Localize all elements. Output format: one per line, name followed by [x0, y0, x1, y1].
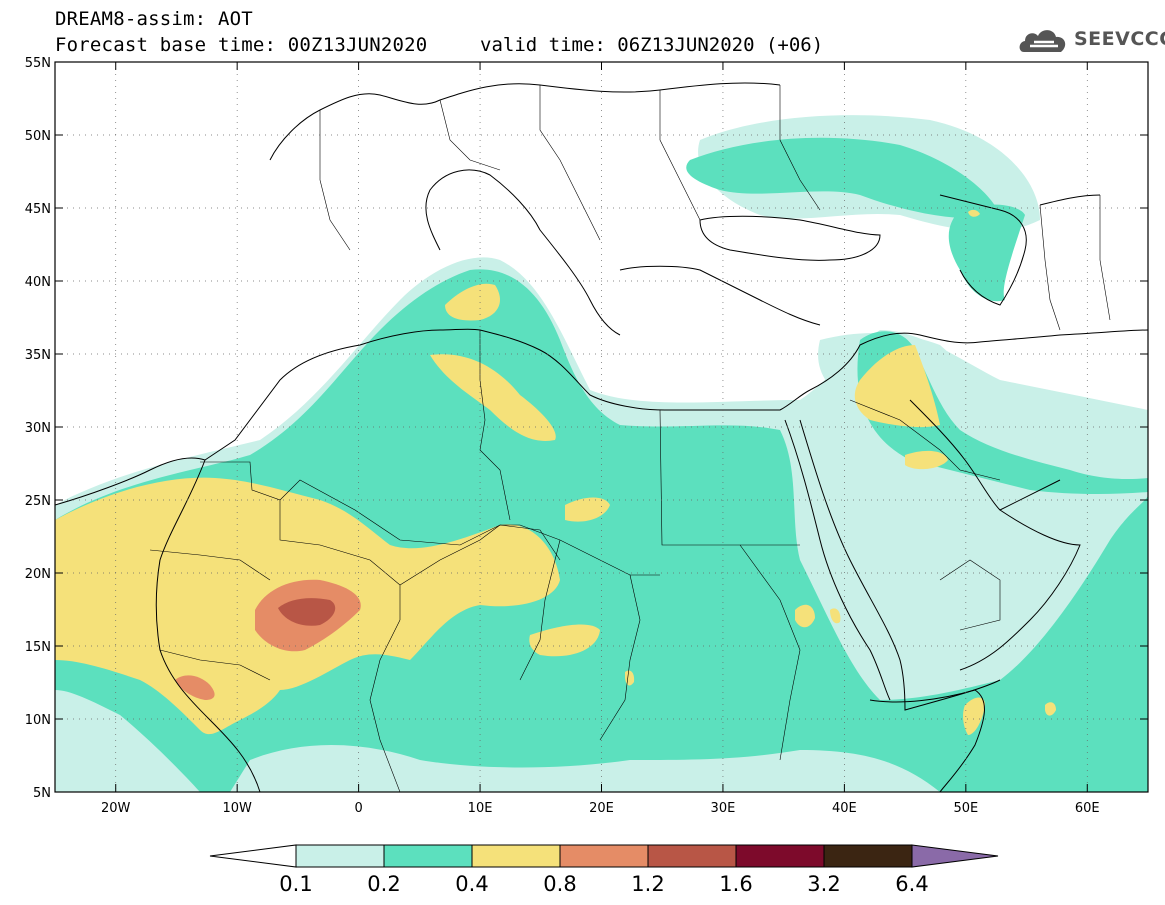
chart-title: DREAM8-assim: AOT [55, 8, 253, 30]
lat-tick-label: 50N [25, 129, 51, 144]
colorbar-cell [383, 844, 473, 868]
colorbar-label: 1.6 [719, 872, 752, 896]
colorbar-right-triangle [911, 844, 999, 868]
lat-tick-label: 30N [25, 421, 51, 436]
gridlines [55, 62, 1148, 792]
colorbar-cell [823, 844, 913, 868]
colorbar-cell [735, 844, 825, 868]
forecast-base-time: Forecast base time: 00Z13JUN2020 [55, 34, 428, 56]
lat-tick-label: 25N [25, 494, 51, 509]
colorbar-label: 0.4 [455, 872, 488, 896]
lat-tick-label: 10N [25, 713, 51, 728]
colorbar-cell [647, 844, 737, 868]
lon-tick-label: 40E [832, 801, 857, 816]
lat-tick-label: 5N [33, 786, 51, 801]
colorbar-label: 6.4 [895, 872, 928, 896]
colorbar-cell [559, 844, 649, 868]
colorbar-label: 0.1 [279, 872, 312, 896]
country-borders [149, 85, 1111, 792]
colorbar-cell [471, 844, 561, 868]
lon-tick-label: 60E [1075, 801, 1100, 816]
cloud-icon [1019, 30, 1066, 52]
lon-tick-label: 50E [953, 801, 978, 816]
colorbar-label: 1.2 [631, 872, 664, 896]
colorbar-label: 0.2 [367, 872, 400, 896]
logo-text: SEEVCCC [1074, 28, 1165, 50]
axis-ticks: 55N 50N 45N 40N 35N 30N 25N 20N 15N 10N 5N 20W 10W 0 1… [25, 56, 1148, 816]
colorbar-label: 3.2 [807, 872, 840, 896]
lat-tick-label: 40N [25, 275, 51, 290]
valid-time: valid time: 06Z13JUN2020 (+06) [480, 34, 824, 56]
lon-tick-label: 0 [354, 801, 362, 816]
lon-tick-label: 20W [101, 801, 131, 816]
seevccc-logo: SEEVCCC [1016, 22, 1165, 58]
lon-tick-label: 10E [468, 801, 493, 816]
lon-tick-label: 30E [711, 801, 736, 816]
lon-tick-label: 10W [222, 801, 252, 816]
lon-tick-label: 20E [589, 801, 614, 816]
aot-band-1.2 [278, 598, 336, 626]
colorbar-cell [295, 844, 385, 868]
lat-tick-label: 15N [25, 640, 51, 655]
colorbar-label: 0.8 [543, 872, 576, 896]
lat-tick-label: 35N [25, 348, 51, 363]
lat-tick-label: 20N [25, 567, 51, 582]
coastlines [55, 82, 1148, 792]
lat-tick-label: 55N [25, 56, 51, 71]
colorbar-left-triangle [209, 844, 297, 868]
lat-tick-label: 45N [25, 202, 51, 217]
colorbar: 0.1 0.2 0.4 0.8 1.2 1.6 3.2 6.4 [209, 844, 999, 896]
